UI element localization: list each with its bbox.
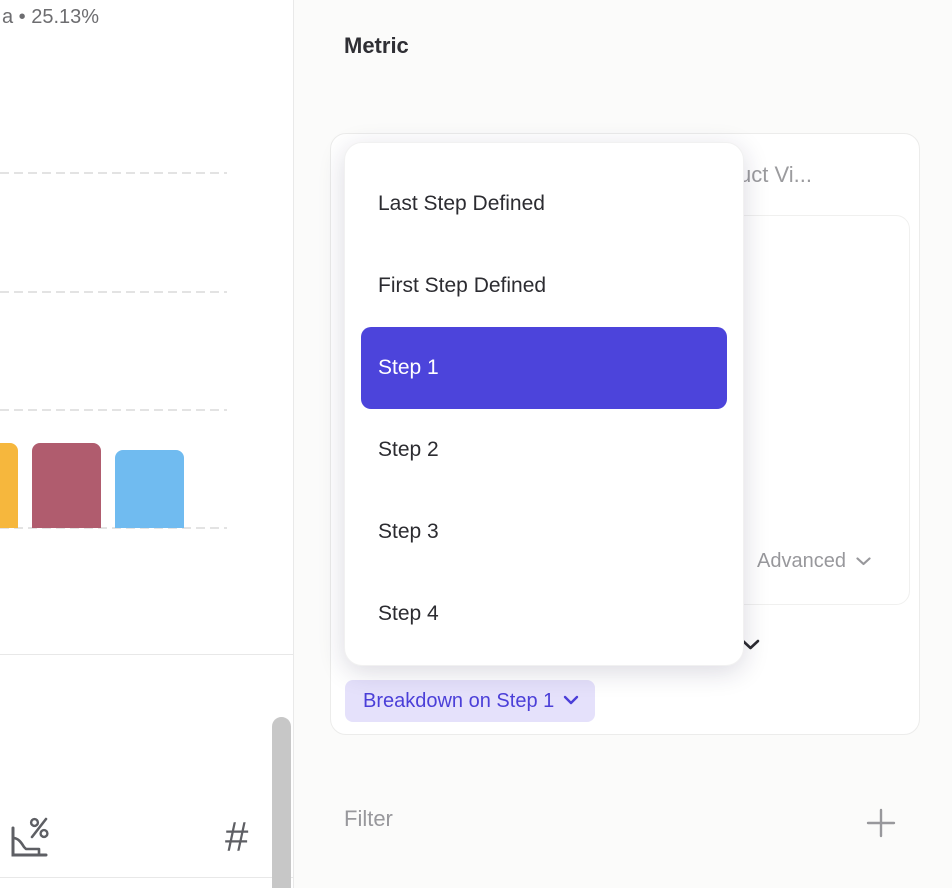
advanced-label: Advanced [757, 550, 846, 572]
event-name-truncated-label[interactable]: uct Vi... [739, 162, 812, 187]
funnel-bar-yellow[interactable] [0, 443, 18, 528]
breakdown-button-label: Breakdown on Step 1 [363, 689, 555, 712]
advanced-toggle[interactable]: Advanced [757, 550, 871, 573]
gridline [0, 409, 227, 411]
gridline [0, 291, 227, 293]
chevron-down-icon [563, 692, 579, 710]
chevron-down-icon[interactable] [741, 637, 760, 655]
dropdown-option-step-1-selected[interactable]: Step 1 [361, 327, 727, 409]
panel-bottom-border [0, 877, 293, 878]
filter-section-title: Filter [344, 806, 393, 831]
vertical-scrollbar-thumb[interactable] [272, 717, 291, 888]
breakdown-legend-label: a • 25.13% [2, 6, 100, 28]
chart-panel: a • 25.13% # [0, 0, 294, 888]
funnel-bar-blue[interactable] [115, 450, 184, 528]
dropdown-option-last-step-defined[interactable]: Last Step Defined [378, 192, 545, 215]
breakdown-on-step-button[interactable]: Breakdown on Step 1 [345, 680, 596, 722]
hash-icon[interactable]: # [225, 813, 249, 860]
dropdown-option-step-2[interactable]: Step 2 [378, 438, 439, 461]
chevron-down-icon [856, 553, 871, 571]
gridline [0, 172, 227, 174]
dropdown-option-step-3[interactable]: Step 3 [378, 520, 439, 543]
metric-section-title: Metric [344, 33, 409, 58]
funnel-bar-rose[interactable] [32, 443, 101, 528]
chart-toolbar-divider [0, 654, 293, 655]
gridline [0, 527, 227, 529]
add-filter-button[interactable] [866, 808, 896, 843]
dropdown-option-first-step-defined[interactable]: First Step Defined [378, 274, 547, 297]
step-select-dropdown: Last Step Defined First Step Defined Ste… [344, 142, 744, 666]
conversion-rate-chart-icon[interactable] [6, 814, 50, 869]
dropdown-option-step-4[interactable]: Step 4 [378, 602, 439, 625]
